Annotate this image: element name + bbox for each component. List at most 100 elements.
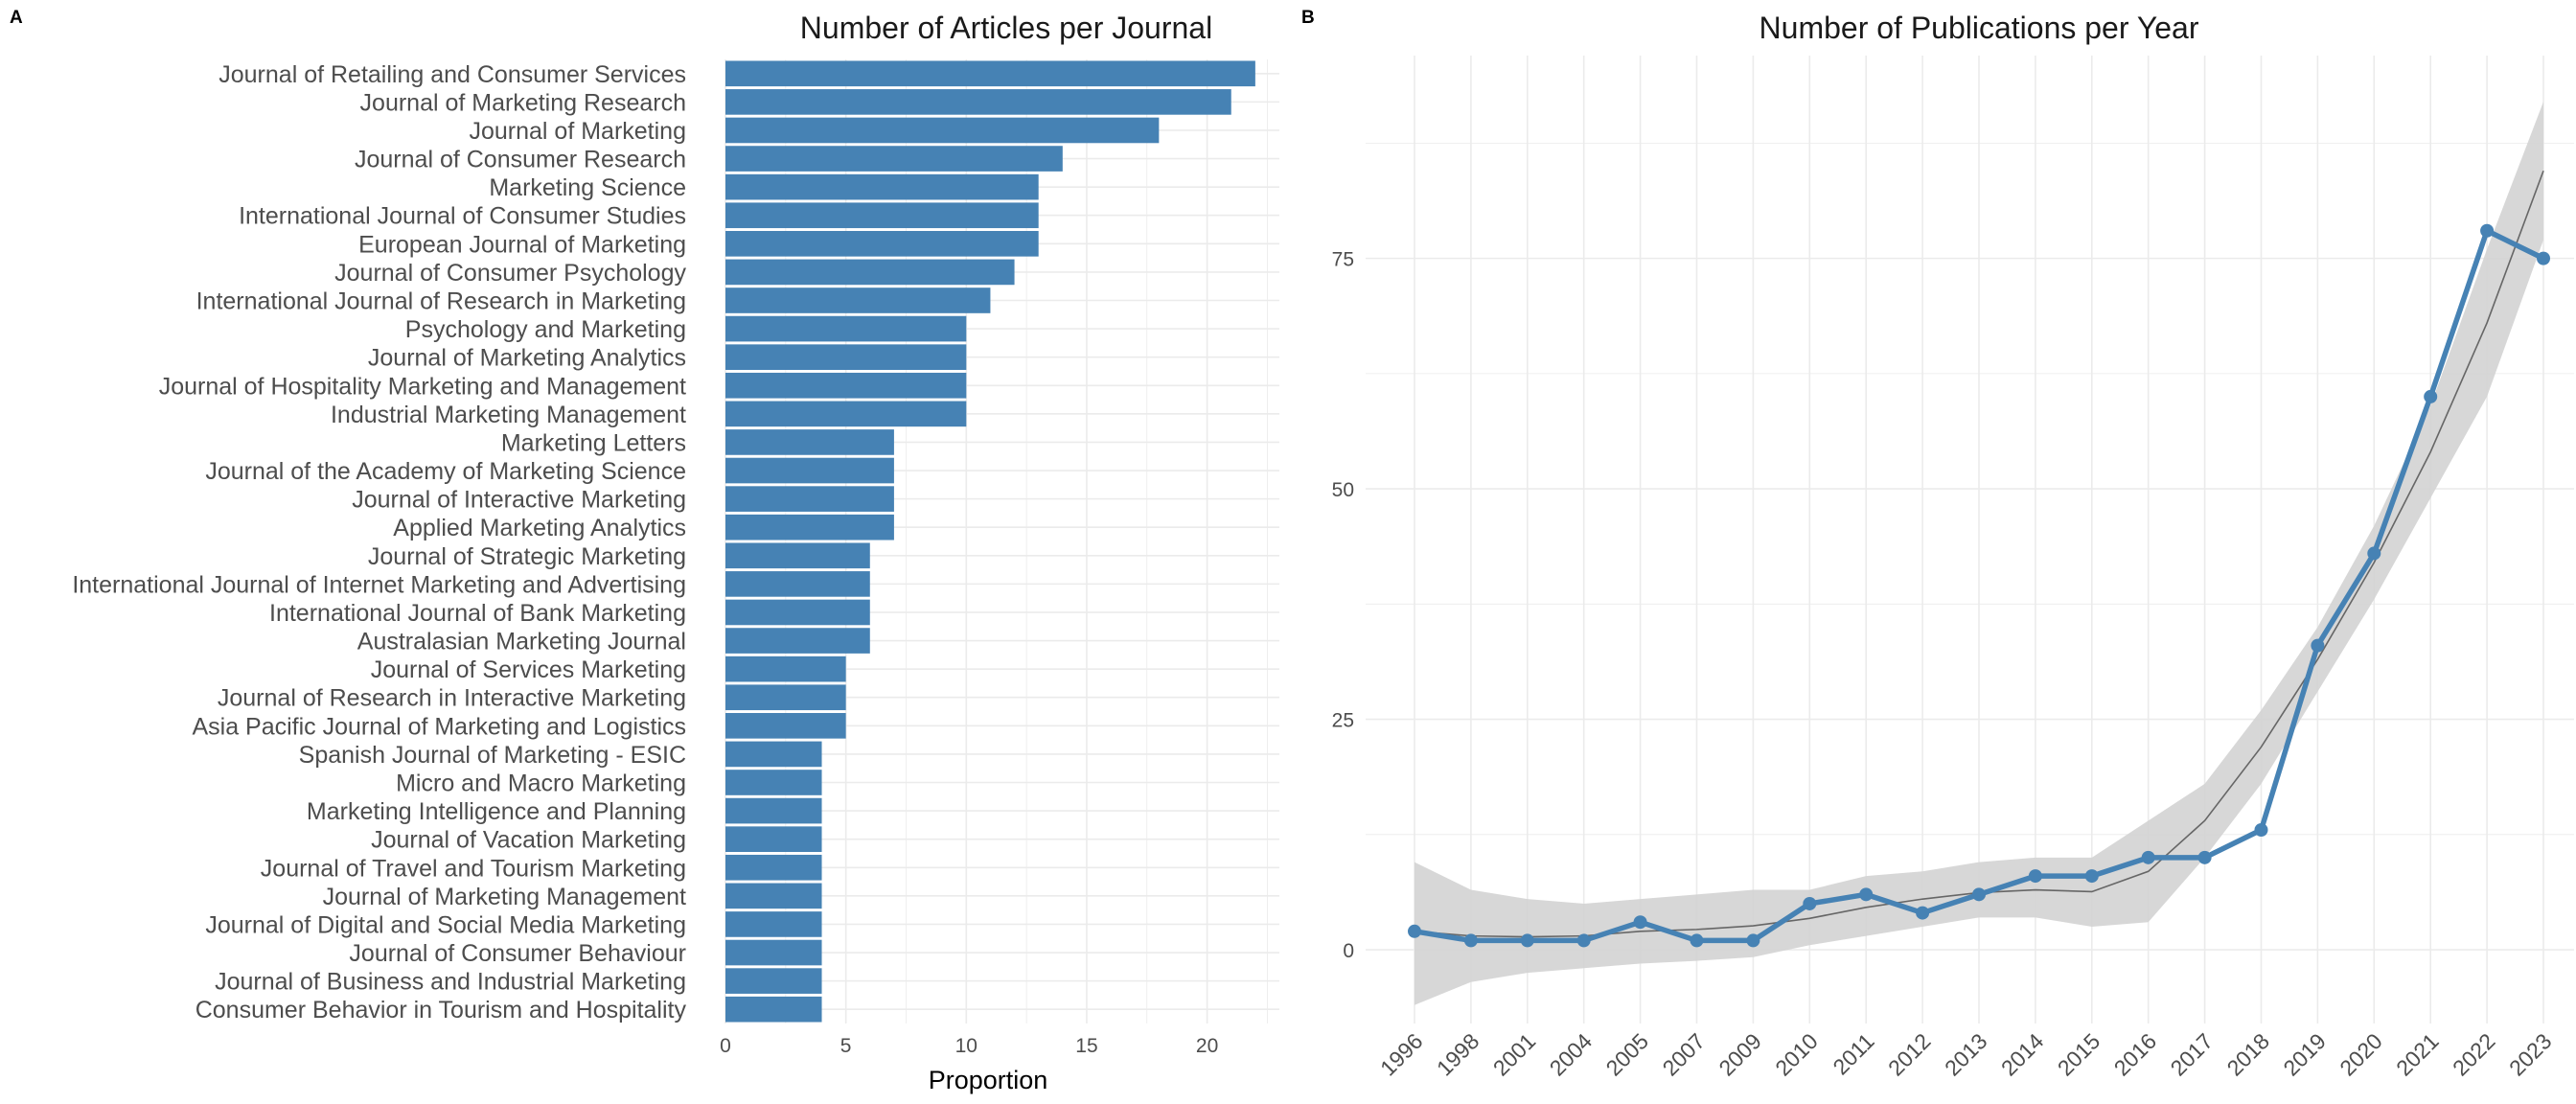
category-label: International Journal of Bank Marketing bbox=[269, 600, 686, 627]
bar bbox=[725, 231, 1039, 257]
x-tick-label: 2015 bbox=[2053, 1028, 2105, 1081]
data-point bbox=[2254, 823, 2268, 837]
category-label: Asia Pacific Journal of Marketing and Lo… bbox=[192, 713, 686, 740]
category-label: Journal of Marketing Management bbox=[323, 884, 686, 910]
x-tick-label: 2020 bbox=[2334, 1028, 2387, 1081]
data-point bbox=[2424, 389, 2438, 403]
x-tick-label: 2013 bbox=[1940, 1028, 1992, 1081]
x-tick-label: 2005 bbox=[1601, 1028, 1654, 1081]
category-label: Journal of Consumer Research bbox=[355, 147, 686, 173]
x-tick-label: 2023 bbox=[2504, 1028, 2557, 1081]
x-tick-label: 2007 bbox=[1657, 1028, 1710, 1081]
bar bbox=[725, 883, 822, 909]
bar bbox=[725, 854, 822, 881]
y-tick-label: 75 bbox=[1332, 249, 1354, 271]
data-point bbox=[1408, 924, 1421, 938]
x-tick-label: 2016 bbox=[2109, 1028, 2162, 1081]
data-point bbox=[1972, 887, 1986, 902]
bar bbox=[725, 571, 870, 597]
bar bbox=[725, 797, 822, 824]
data-point bbox=[1633, 915, 1647, 930]
category-label: Consumer Behavior in Tourism and Hospita… bbox=[196, 997, 687, 1024]
bar bbox=[725, 315, 967, 342]
bar bbox=[725, 599, 870, 626]
data-point bbox=[2367, 546, 2381, 561]
x-tick-label: 2017 bbox=[2166, 1028, 2219, 1081]
x-tick-label: 2010 bbox=[1770, 1028, 1823, 1081]
bar bbox=[725, 939, 822, 966]
x-tick-label: 2014 bbox=[1996, 1028, 2049, 1081]
category-label: Journal of Marketing Analytics bbox=[368, 345, 686, 372]
bar bbox=[725, 968, 822, 994]
bar bbox=[725, 429, 894, 455]
publications-per-year-chart: Number of Publications per Year 0255075 … bbox=[1332, 11, 2574, 1081]
category-label: Journal of Retailing and Consumer Servic… bbox=[218, 61, 686, 88]
data-point bbox=[1520, 933, 1534, 948]
chart-b-confidence-band bbox=[1414, 102, 2543, 1005]
bar bbox=[725, 684, 846, 711]
chart-a-x-tick-labels: 0 5 10 15 20 bbox=[720, 1035, 1218, 1057]
category-label: Journal of Travel and Tourism Marketing bbox=[261, 855, 686, 882]
x-tick-label: 15 bbox=[1075, 1035, 1097, 1057]
category-label: Micro and Macro Marketing bbox=[396, 770, 686, 797]
chart-b-x-tick-labels: 1996 1998 2001 2004 2005 2007 2009 2010 2011 2012… bbox=[1375, 1028, 2557, 1081]
chart-a-bars bbox=[725, 60, 1255, 1023]
category-label: International Journal of Research in Mar… bbox=[196, 288, 686, 315]
bar bbox=[725, 60, 1255, 87]
bar bbox=[725, 259, 1015, 286]
x-tick-label: 2001 bbox=[1488, 1028, 1541, 1081]
bar bbox=[725, 826, 822, 852]
chart-a-title: Number of Articles per Journal bbox=[800, 11, 1212, 45]
bar bbox=[725, 146, 1063, 172]
confidence-band bbox=[1414, 102, 2543, 1005]
chart-b-title: Number of Publications per Year bbox=[1760, 11, 2199, 45]
bar bbox=[725, 173, 1039, 200]
chart-b-points bbox=[1408, 223, 2550, 948]
category-label: Journal of the Academy of Marketing Scie… bbox=[205, 458, 686, 485]
data-point bbox=[1576, 933, 1591, 948]
x-tick-label: 1998 bbox=[1432, 1028, 1484, 1081]
data-point bbox=[2311, 638, 2325, 653]
bar bbox=[725, 89, 1231, 115]
chart-a-category-labels: Journal of Retailing and Consumer Servic… bbox=[72, 61, 686, 1024]
x-tick-label: 2009 bbox=[1714, 1028, 1766, 1081]
chart-b-gridlines bbox=[1366, 56, 2574, 1024]
bar bbox=[725, 457, 894, 484]
category-label: Journal of Services Marketing bbox=[371, 656, 686, 683]
category-label: Marketing Letters bbox=[501, 429, 686, 456]
chart-b-y-tick-labels: 0 25 50 75 bbox=[1332, 249, 1354, 962]
data-point bbox=[2141, 850, 2155, 864]
y-tick-label: 25 bbox=[1332, 710, 1354, 732]
category-label: Journal of Marketing bbox=[469, 118, 686, 145]
category-label: Journal of Business and Industrial Marke… bbox=[215, 969, 686, 996]
x-tick-label: 0 bbox=[720, 1035, 731, 1057]
bar bbox=[725, 288, 991, 313]
x-tick-label: 2004 bbox=[1545, 1028, 1598, 1081]
category-label: Industrial Marketing Management bbox=[331, 402, 686, 428]
bar bbox=[725, 401, 967, 427]
data-point bbox=[1859, 887, 1874, 902]
bar bbox=[725, 770, 822, 795]
data-point bbox=[2537, 251, 2550, 265]
panel-b-label: B bbox=[1301, 8, 1315, 28]
bar bbox=[725, 542, 870, 569]
category-label: International Journal of Consumer Studie… bbox=[239, 203, 686, 230]
category-label: Journal of Consumer Behaviour bbox=[349, 940, 686, 967]
data-point bbox=[1746, 933, 1760, 948]
category-label: Australasian Marketing Journal bbox=[357, 629, 686, 656]
data-point bbox=[1690, 933, 1704, 948]
category-label: Journal of Marketing Research bbox=[360, 89, 686, 116]
category-label: European Journal of Marketing bbox=[358, 231, 686, 258]
category-label: Spanish Journal of Marketing - ESIC bbox=[299, 742, 686, 769]
category-label: Marketing Science bbox=[489, 174, 686, 201]
x-tick-label: 20 bbox=[1196, 1035, 1218, 1057]
bar bbox=[725, 656, 846, 682]
category-label: Journal of Hospitality Marketing and Man… bbox=[159, 373, 686, 400]
category-label: Psychology and Marketing bbox=[405, 316, 686, 343]
data-point bbox=[2084, 869, 2099, 884]
bar bbox=[725, 628, 870, 654]
category-label: Journal of Consumer Psychology bbox=[334, 260, 686, 287]
bar bbox=[725, 486, 894, 512]
category-label: International Journal of Internet Market… bbox=[72, 571, 686, 598]
bar bbox=[725, 344, 967, 370]
